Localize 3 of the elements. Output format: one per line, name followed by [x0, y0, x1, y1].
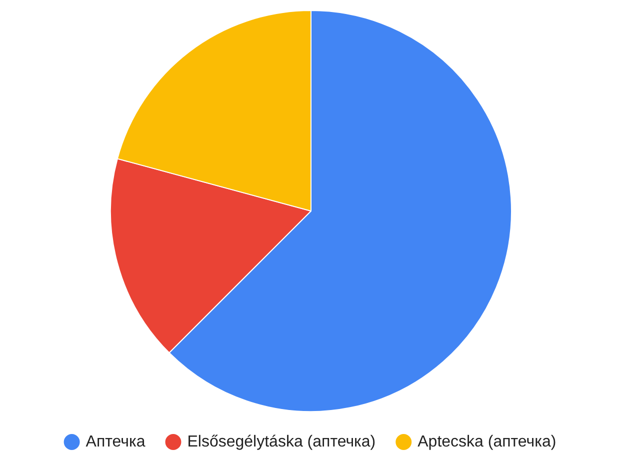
legend-label: Аптечка	[86, 433, 146, 450]
legend-label: Aptecska (аптечка)	[418, 433, 556, 450]
legend-label: Elsősegélytáska (аптечка)	[187, 433, 376, 450]
